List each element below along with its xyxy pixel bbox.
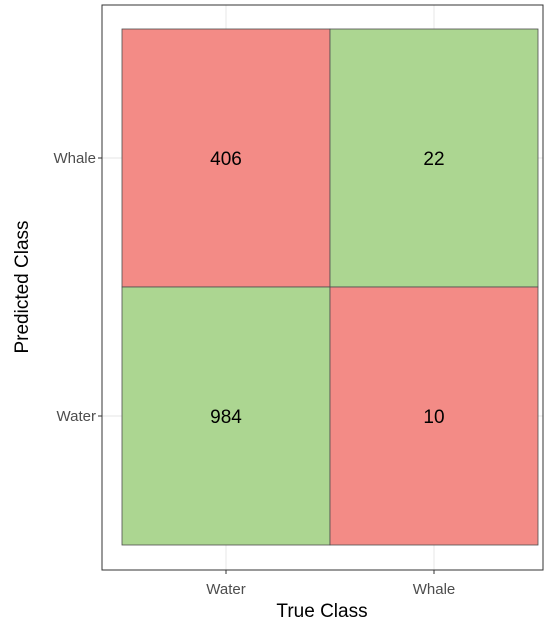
cell-label-pred-water-true-water: 984 (210, 407, 242, 428)
cell-label-pred-water-true-whale: 10 (423, 407, 444, 428)
cell-pred-whale-true-water (121, 28, 331, 288)
panel-border (101, 4, 544, 571)
cell-label-pred-whale-true-whale: 22 (423, 149, 444, 170)
axis-ticks: Water Whale Water Whale (53, 150, 455, 598)
x-tick-label-whale: Whale (413, 581, 456, 598)
cell-label-pred-whale-true-water: 406 (210, 149, 242, 170)
cell-pred-water-true-water (121, 286, 331, 546)
y-tick-label-water: Water (57, 408, 96, 425)
cell-pred-water-true-whale (329, 286, 539, 546)
y-axis-title: Predicted Class (12, 220, 33, 353)
cells: 406 22 984 10 (121, 28, 539, 546)
x-tick-label-water: Water (206, 581, 245, 598)
x-axis-title: True Class (276, 601, 367, 622)
y-tick-label-whale: Whale (53, 150, 96, 167)
